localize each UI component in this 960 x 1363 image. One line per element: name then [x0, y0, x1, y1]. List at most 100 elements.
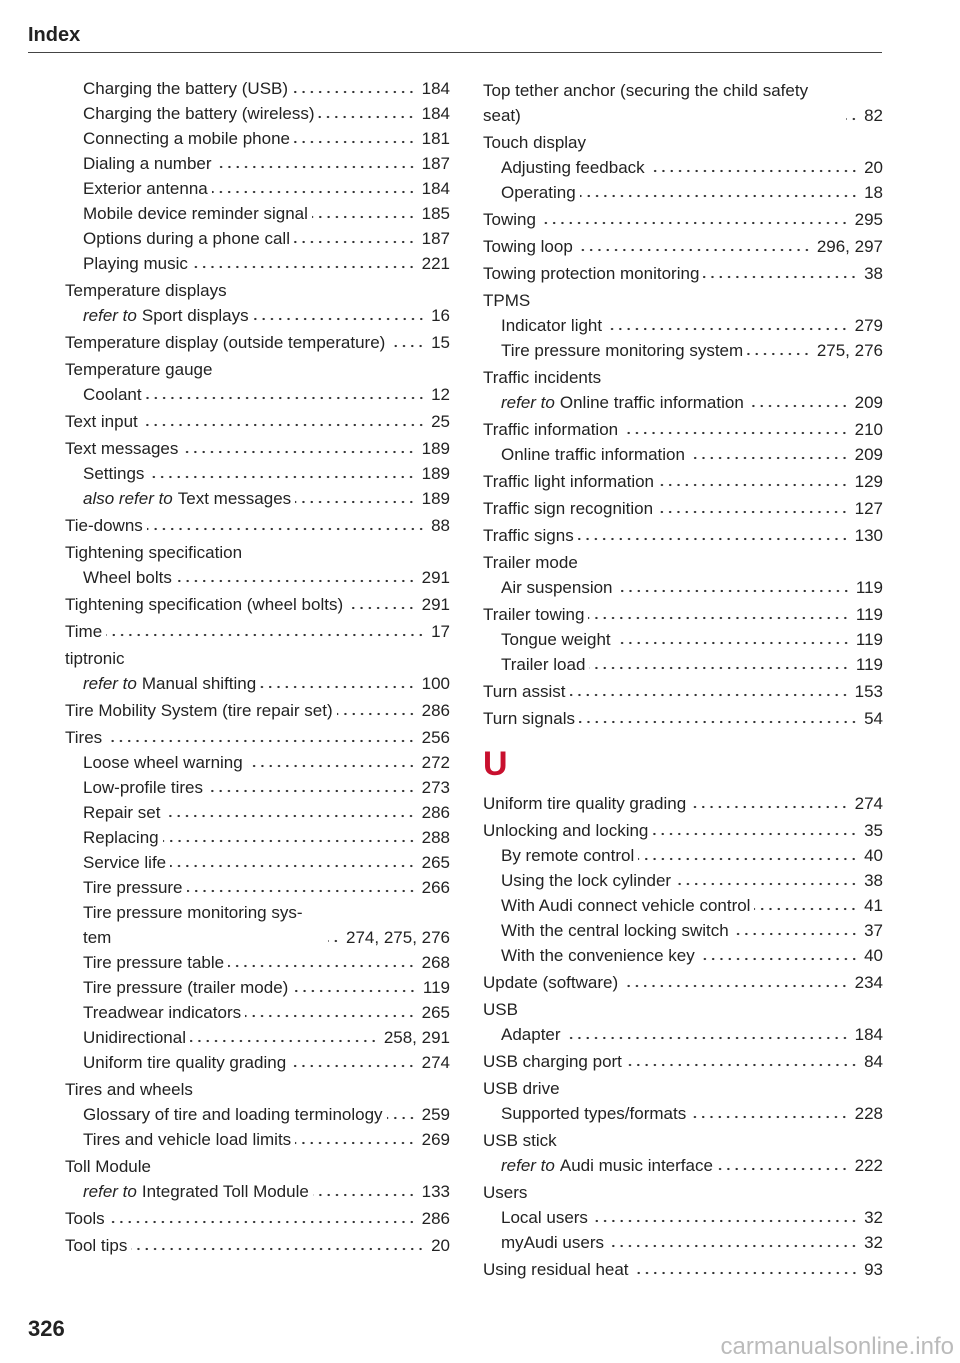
dot-leader	[293, 239, 416, 245]
entry-term: USB	[483, 1000, 518, 1019]
index-entry: Unidirectional 258, 291	[65, 1025, 450, 1050]
entry-pages: 38	[864, 264, 883, 283]
entry-pages: 256	[421, 728, 450, 747]
index-entry: Tire pressure monitoring system 275, 276	[483, 338, 883, 363]
entry-term: Using the lock cylinder	[501, 871, 672, 890]
entry-pages: 20	[431, 1236, 450, 1255]
entry-term: Traffic light information	[483, 472, 655, 491]
dot-leader	[164, 813, 416, 819]
dot-leader	[389, 343, 426, 349]
entry-term: Using residual heat	[483, 1260, 629, 1279]
entry-text: Towing protection monitoring	[483, 261, 699, 286]
index-entry: Users	[483, 1180, 883, 1205]
entry-pages: 153	[854, 682, 883, 701]
entry-term: Time	[65, 622, 103, 641]
entry-term: USB charging port	[483, 1052, 622, 1071]
entry-text: Tightening specification	[65, 540, 242, 565]
entry-text: Trailer load	[501, 652, 585, 677]
entry-pages: 40	[864, 946, 883, 965]
dot-leader	[652, 831, 859, 837]
index-entry: Adapter 184	[483, 1022, 883, 1047]
index-entry: Traffic light information 129	[483, 469, 883, 494]
index-entry: Traffic sign recognition 127	[483, 496, 883, 521]
entry-term: Tire pressure	[83, 878, 183, 897]
index-entry: Toll Module	[65, 1154, 450, 1179]
entry-pages: 273	[421, 778, 450, 797]
entry-pages: 129	[854, 472, 883, 491]
section-letter: U	[483, 745, 508, 783]
entry-term: Unidirectional	[83, 1028, 186, 1047]
index-entry: Wheel bolts 291	[65, 565, 450, 590]
dot-leader	[569, 692, 849, 698]
dot-leader	[170, 863, 416, 869]
index-entry: Turn assist 153	[483, 679, 883, 704]
entry-text: refer to Manual shifting	[83, 671, 256, 696]
dot-leader	[577, 536, 849, 542]
entry-pages: 274, 275, 276	[346, 928, 450, 947]
entry-text: Tires	[65, 725, 102, 750]
dot-leader	[648, 168, 859, 174]
entry-prefix: refer to	[83, 306, 137, 325]
dot-leader	[638, 856, 859, 862]
entry-text: Connecting a mobile phone	[83, 126, 290, 151]
entry-text: Trailer towing	[483, 602, 584, 627]
index-entry: Traffic incidents	[483, 365, 883, 390]
entry-text: Operating	[501, 180, 576, 205]
entry-term: Users	[483, 1183, 528, 1202]
index-entry: Touch display	[483, 130, 883, 155]
index-entry: Temperature displays	[65, 278, 450, 303]
entry-text: refer to Integrated Toll Module	[83, 1179, 309, 1204]
entry-text: Tires and wheels	[65, 1077, 193, 1102]
index-column: Charging the battery (USB) 184 Charging th…	[65, 76, 450, 1258]
entry-text: Using residual heat	[483, 1257, 629, 1282]
index-entry: Temperature gauge	[65, 357, 450, 382]
index-entry: Tires 256	[65, 725, 450, 750]
dot-leader	[607, 1243, 859, 1249]
entry-text: Tongue weight	[501, 627, 611, 652]
index-entry: Tire pressure 266	[65, 875, 450, 900]
entry-term: Temperature displays	[65, 281, 227, 300]
entry-pages: 259	[421, 1105, 450, 1124]
entry-text: Tightening specification (wheel bolts)	[65, 592, 343, 617]
dot-leader	[589, 665, 850, 671]
dot-leader	[347, 605, 416, 611]
entry-text: Tire pressure (trailer mode)	[83, 975, 288, 1000]
dot-leader	[336, 711, 416, 717]
index-entry: Replacing 288	[65, 825, 450, 850]
index-entry: refer to Online traffic information 209	[483, 390, 883, 415]
index-entry: Online traffic information 209	[483, 442, 883, 467]
entry-term: Mobile device reminder signal	[83, 204, 308, 223]
entry-pages: 84	[864, 1052, 883, 1071]
entry-term: Tool tips	[65, 1236, 128, 1255]
index-entry: Local users 32	[483, 1205, 883, 1230]
entry-term: By remote control	[501, 846, 635, 865]
index-entry: tiptronic	[65, 646, 450, 671]
entry-text: Air suspension	[501, 575, 613, 600]
entry-text: Indicator light	[501, 313, 602, 338]
entry-term: Tools	[65, 1209, 105, 1228]
dot-leader	[622, 983, 849, 989]
index-entry: Tire pressure table 268	[65, 950, 450, 975]
entry-text: Online traffic information	[501, 442, 685, 467]
dot-leader	[228, 963, 416, 969]
dot-leader	[145, 395, 426, 401]
index-entry: Charging the battery (wireless) 184	[65, 101, 450, 126]
entry-term: Exterior antenna	[83, 179, 208, 198]
entry-pages: 32	[864, 1208, 883, 1227]
entry-text: Tie-downs	[65, 513, 143, 538]
dot-leader	[106, 738, 416, 744]
entry-term: Touch display	[483, 133, 587, 152]
entry-term: Towing	[483, 210, 536, 229]
index-entry: Using residual heat 93	[483, 1257, 883, 1282]
entry-term: Tire pressure monitoring sys- tem	[83, 903, 303, 947]
entry-term: Manual shifting	[141, 674, 257, 693]
index-entry: refer to Integrated Toll Module 133	[65, 1179, 450, 1204]
index-entry: Trailer load 119	[483, 652, 883, 677]
dot-leader	[576, 247, 811, 253]
entry-text: Toll Module	[65, 1154, 151, 1179]
entry-term: Supported types/formats	[501, 1104, 687, 1123]
dot-leader	[190, 1038, 378, 1044]
entry-term: With the convenience key	[501, 946, 695, 965]
index-entry: Repair set 286	[65, 800, 450, 825]
index-entry: Text input 25	[65, 409, 450, 434]
